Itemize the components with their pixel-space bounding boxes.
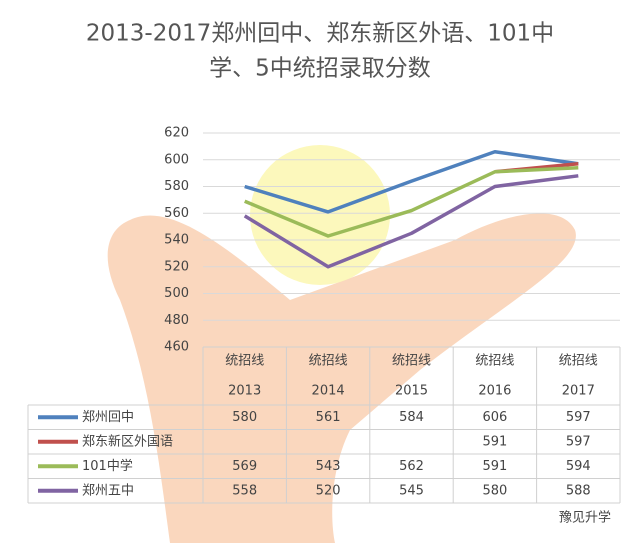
legend-label: 郑东新区外国语	[82, 433, 173, 449]
x-tick-label: 2014	[312, 384, 345, 399]
y-tick-label: 620	[164, 126, 189, 141]
y-tick-label: 480	[164, 313, 189, 328]
chart-title: 2013-2017郑州回中、郑东新区外语、101中	[86, 21, 554, 47]
y-tick-label: 540	[164, 233, 189, 248]
table-value: 591	[482, 459, 507, 474]
x-tick-sublabel: 统招线	[475, 354, 514, 369]
x-tick-sublabel: 统招线	[309, 354, 348, 369]
plot-area: 460 480 500 520 540 560 580 600 620 统招线 2013 统招线 201…	[27, 126, 621, 504]
table-value: 562	[399, 459, 424, 474]
table-value: 588	[566, 483, 591, 498]
table-value: 580	[232, 410, 257, 425]
table-value: 545	[399, 483, 424, 498]
chart-title: 学、5中统招录取分数	[209, 56, 431, 82]
x-tick-label: 2013	[228, 384, 261, 399]
table-value: 558	[232, 483, 257, 498]
x-tick-label: 2015	[395, 384, 428, 399]
x-tick-sublabel: 统招线	[559, 354, 598, 369]
watermark: 豫见升学	[559, 510, 611, 526]
y-tick-label: 500	[164, 286, 189, 301]
y-tick-label: 580	[164, 179, 189, 194]
legend-label: 郑州五中	[82, 483, 134, 498]
series-line	[243, 174, 579, 269]
x-tick-label: 2017	[562, 384, 595, 399]
table-value: 584	[399, 410, 424, 425]
legend-label: 郑州回中	[82, 410, 134, 425]
y-tick-label: 460	[164, 340, 189, 355]
table-value: 569	[232, 459, 257, 474]
x-tick-sublabel: 统招线	[225, 354, 264, 369]
table-value: 597	[566, 410, 591, 425]
decorative-hand	[107, 213, 576, 543]
table-value: 561	[316, 410, 341, 425]
table-value: 580	[482, 483, 507, 498]
table-value: 591	[482, 434, 507, 449]
table-value: 543	[316, 459, 341, 474]
x-tick-sublabel: 统招线	[392, 354, 431, 369]
y-tick-label: 600	[164, 152, 189, 167]
table-value: 597	[566, 434, 591, 449]
table-value: 606	[482, 410, 507, 425]
y-tick-label: 520	[164, 259, 189, 274]
series-line	[244, 149, 579, 214]
table-value: 594	[566, 459, 591, 474]
table-value: 520	[316, 483, 341, 498]
y-tick-label: 560	[164, 206, 189, 221]
decorative-glow	[250, 145, 390, 285]
x-tick-label: 2016	[478, 384, 511, 399]
legend-label: 101中学	[82, 458, 133, 474]
series-line	[244, 166, 579, 238]
